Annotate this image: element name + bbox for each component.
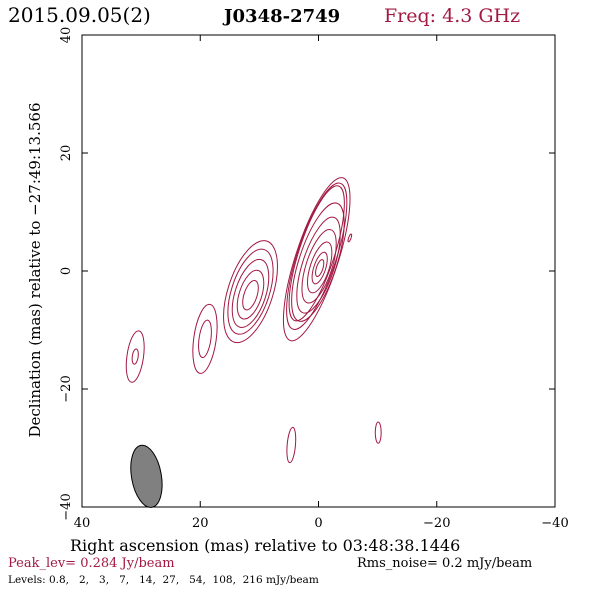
contour-knot-1-1 (227, 248, 274, 335)
contour-core-1 (286, 182, 348, 330)
contour-core-5 (301, 229, 337, 304)
y-tick-label-0: −40 (59, 493, 74, 520)
contour-knot-1-4 (242, 279, 259, 311)
beam-ellipse (130, 444, 163, 508)
contour-blob-b-0 (374, 421, 382, 444)
frequency-label: Freq: 4.3 GHz (384, 5, 520, 27)
x-tick-label-2: 0 (314, 516, 322, 531)
contour-core-6 (307, 241, 333, 294)
contour-core-3 (291, 202, 345, 322)
contour-blob-a-0 (286, 426, 297, 464)
y-axis-label: Declination (mas) relative to −27:49:13.… (26, 102, 44, 437)
contour-layer (125, 177, 382, 464)
contour-core-0 (288, 185, 345, 322)
peak-level-label: Peak_lev= 0.284 Jy/beam (8, 556, 175, 571)
x-tick-label-1: 20 (192, 516, 209, 531)
rms-noise-label: Rms_noise= 0.2 mJy/beam (357, 556, 532, 571)
x-tick-label-4: −40 (541, 516, 568, 531)
contour-knot-1-0 (223, 240, 278, 344)
axis-ticks (81, 34, 556, 508)
contour-knot-1-3 (236, 269, 265, 320)
contour-knot-1-2 (231, 258, 270, 328)
y-tick-labels: −40 −20 0 20 40 (59, 27, 74, 521)
contour-core-8 (315, 259, 325, 278)
y-tick-label-4: 40 (59, 27, 74, 44)
y-tick-label-2: 0 (59, 267, 74, 275)
source-label: J0348-2749 (222, 6, 340, 27)
beam-ellipse-layer (130, 444, 163, 508)
epoch-label: 2015.09.05(2) (8, 3, 151, 27)
y-tick-label-3: 20 (59, 145, 74, 162)
x-tick-label-0: 40 (74, 516, 91, 531)
contour-knot-2-1 (198, 319, 212, 359)
contour-knot-2-0 (192, 303, 218, 374)
x-tick-label-3: −20 (423, 516, 450, 531)
contour-knot-3-1 (131, 348, 139, 365)
contour-blob-c-0 (347, 233, 353, 243)
plot-frame (81, 34, 556, 508)
contour-core-7 (311, 251, 328, 285)
y-tick-label-1: −20 (59, 375, 74, 402)
x-tick-labels: 40 20 0 −20 −40 (74, 516, 569, 531)
contour-knot-3-0 (125, 330, 145, 383)
contour-core-4 (296, 216, 341, 314)
x-axis-label: Right ascension (mas) relative to 03:48:… (70, 536, 460, 555)
levels-label: Levels: 0.8, 2, 3, 7, 14, 27, 54, 108, 2… (8, 574, 319, 586)
